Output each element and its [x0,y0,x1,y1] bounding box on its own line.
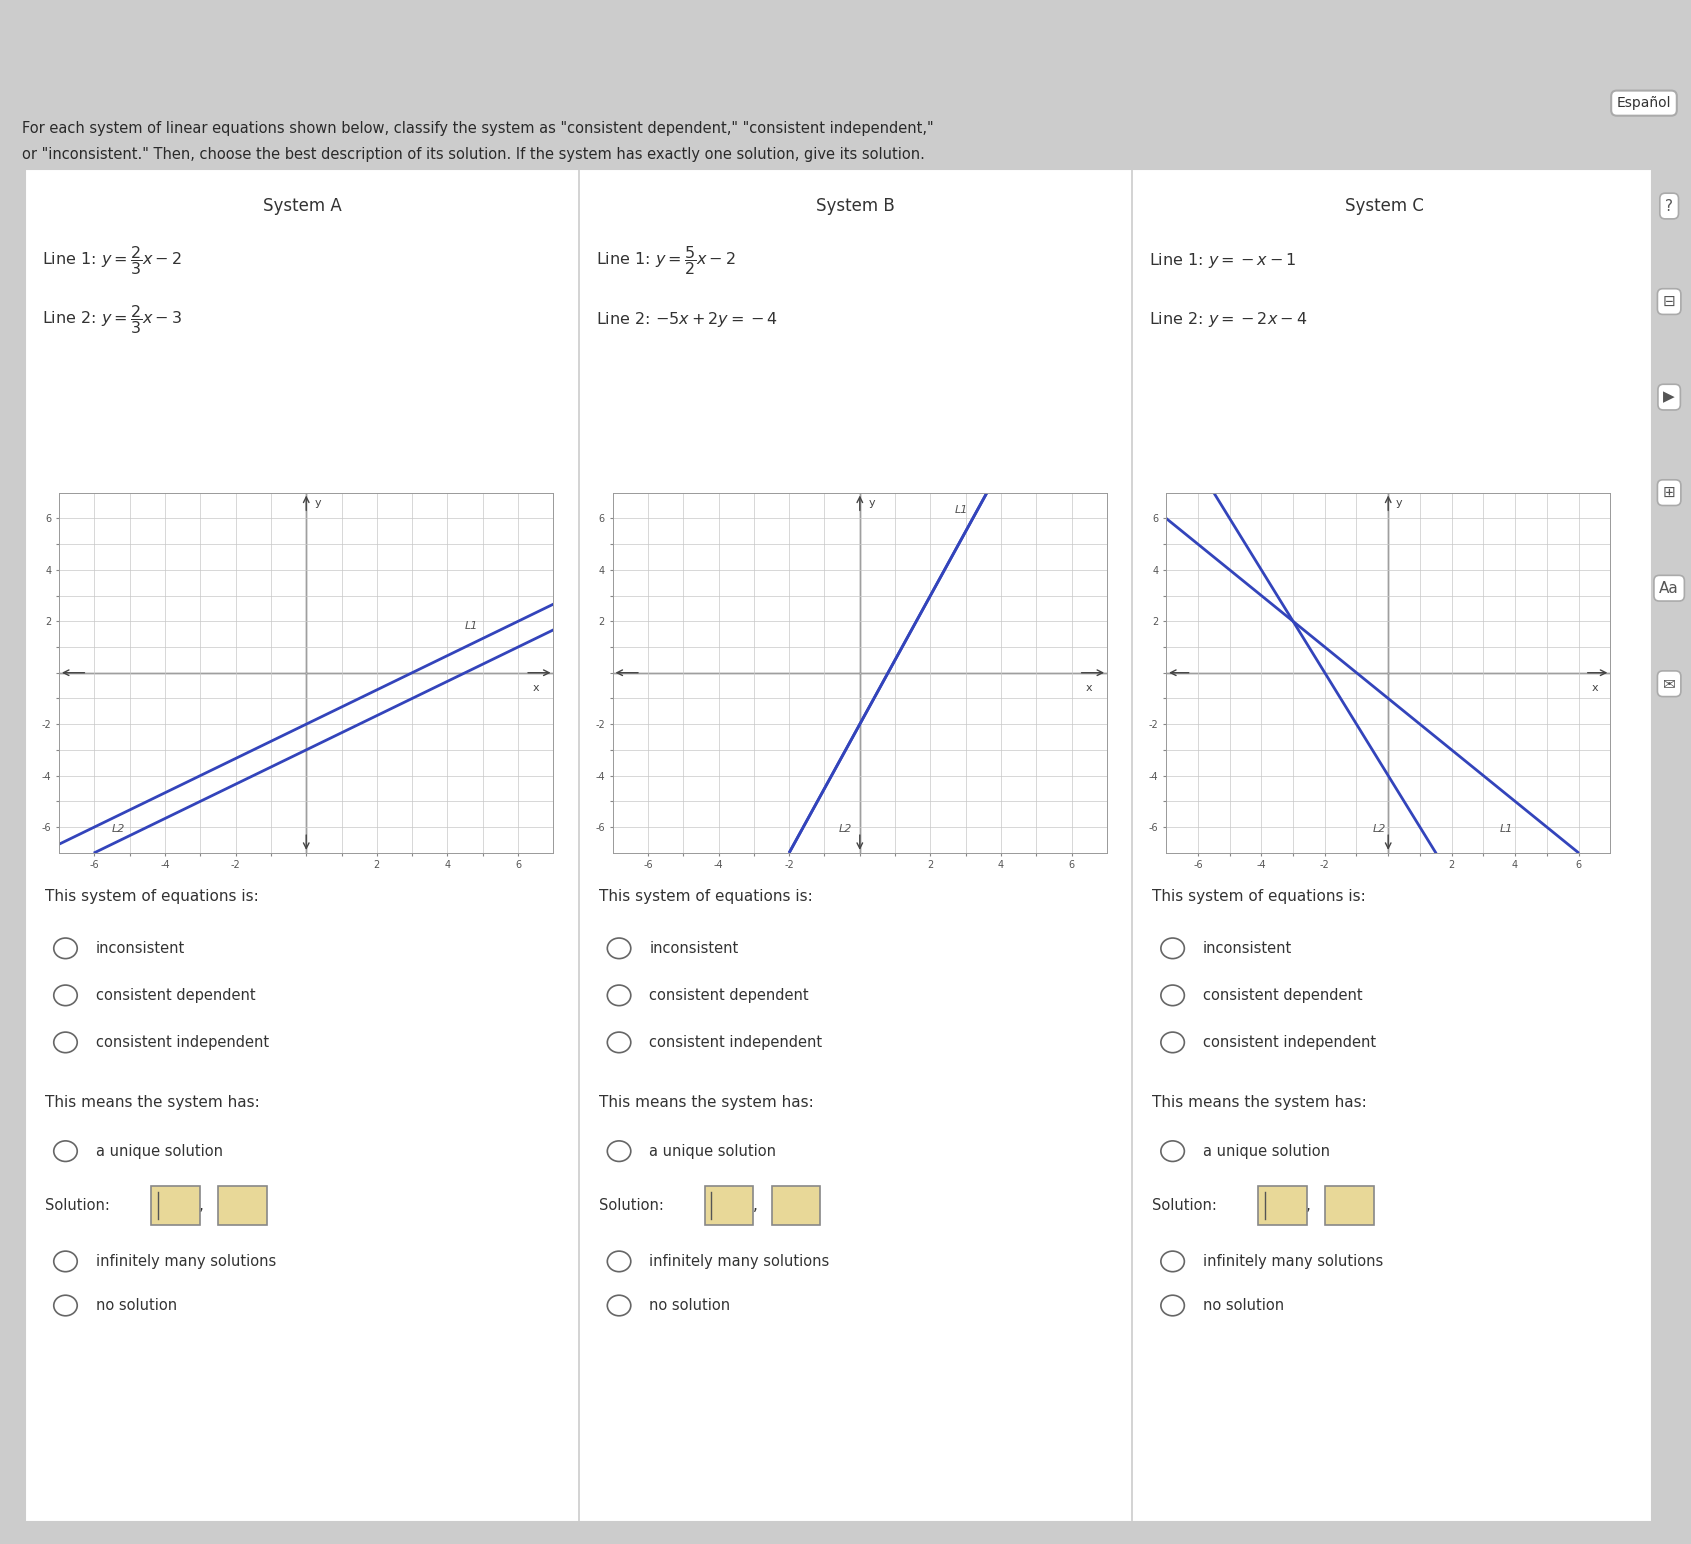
Text: L1: L1 [465,621,479,631]
Text: System B: System B [817,198,895,215]
Text: consistent dependent: consistent dependent [1202,988,1363,1004]
Text: L2: L2 [839,824,852,834]
Text: ▶: ▶ [1664,389,1676,405]
Text: For each system of linear equations shown below, classify the system as "consist: For each system of linear equations show… [22,120,933,136]
Text: no solution: no solution [96,1299,178,1312]
Text: L1: L1 [955,505,969,516]
FancyBboxPatch shape [771,1186,820,1224]
Text: ?: ? [1666,199,1672,213]
Text: a unique solution: a unique solution [96,1144,223,1158]
Text: L1: L1 [1500,824,1512,834]
Text: ,: , [1305,1198,1311,1214]
Text: consistent dependent: consistent dependent [649,988,808,1004]
FancyBboxPatch shape [218,1186,267,1224]
FancyBboxPatch shape [1326,1186,1373,1224]
Text: y: y [315,497,321,508]
Text: or "inconsistent." Then, choose the best description of its solution. If the sys: or "inconsistent." Then, choose the best… [22,147,925,162]
Text: consistent independent: consistent independent [1202,1034,1376,1050]
Text: a unique solution: a unique solution [1202,1144,1329,1158]
FancyBboxPatch shape [150,1186,200,1224]
Text: Aa: Aa [1659,581,1679,596]
Text: This system of equations is:: This system of equations is: [1153,889,1366,905]
FancyBboxPatch shape [1258,1186,1307,1224]
Text: infinitely many solutions: infinitely many solutions [96,1254,276,1269]
Text: ✉: ✉ [1662,676,1676,692]
Text: Line 1: $y=\dfrac{2}{3}x-2$: Line 1: $y=\dfrac{2}{3}x-2$ [42,244,183,276]
Text: Line 2: $-5x+2y=-4$: Line 2: $-5x+2y=-4$ [595,310,778,329]
Text: Español: Español [1617,96,1671,110]
Text: System C: System C [1344,198,1424,215]
Text: inconsistent: inconsistent [649,940,739,956]
Text: x: x [1591,682,1598,693]
Text: ⊟: ⊟ [1662,293,1676,309]
Text: x: x [533,682,539,693]
Text: Solution:: Solution: [46,1198,110,1214]
FancyBboxPatch shape [25,170,1652,1521]
Text: ,: , [200,1198,205,1214]
Text: This means the system has:: This means the system has: [1153,1095,1368,1110]
Text: consistent dependent: consistent dependent [96,988,255,1004]
Text: y: y [1397,497,1404,508]
Text: This means the system has:: This means the system has: [46,1095,260,1110]
Text: no solution: no solution [1202,1299,1283,1312]
Text: Line 1: $y=\dfrac{5}{2}x-2$: Line 1: $y=\dfrac{5}{2}x-2$ [595,244,736,276]
Text: Solution:: Solution: [1153,1198,1218,1214]
Text: a unique solution: a unique solution [649,1144,776,1158]
FancyBboxPatch shape [705,1186,752,1224]
Text: ,: , [752,1198,758,1214]
Text: consistent independent: consistent independent [96,1034,269,1050]
Text: infinitely many solutions: infinitely many solutions [1202,1254,1383,1269]
Text: This system of equations is:: This system of equations is: [46,889,259,905]
Text: y: y [869,497,876,508]
Text: Line 2: $y=-2x-4$: Line 2: $y=-2x-4$ [1150,310,1307,329]
Text: Line 2: $y=\dfrac{2}{3}x-3$: Line 2: $y=\dfrac{2}{3}x-3$ [42,303,183,335]
Text: ⊞: ⊞ [1662,485,1676,500]
Text: x: x [1086,682,1092,693]
Text: System A: System A [262,198,342,215]
Text: no solution: no solution [649,1299,731,1312]
Text: inconsistent: inconsistent [96,940,184,956]
Text: This system of equations is:: This system of equations is: [599,889,813,905]
Text: inconsistent: inconsistent [1202,940,1292,956]
Text: infinitely many solutions: infinitely many solutions [649,1254,830,1269]
Text: This means the system has:: This means the system has: [599,1095,813,1110]
Text: consistent independent: consistent independent [649,1034,822,1050]
Text: L2: L2 [1373,824,1385,834]
Text: Line 1: $y=-x-1$: Line 1: $y=-x-1$ [1150,252,1297,270]
Text: Solution:: Solution: [599,1198,665,1214]
Text: L2: L2 [112,824,125,834]
